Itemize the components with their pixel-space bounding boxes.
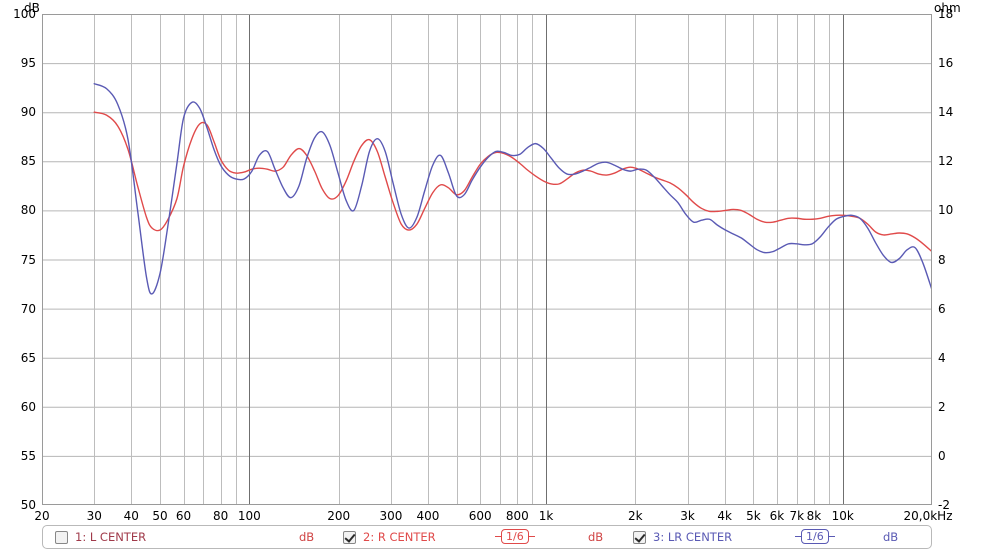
x-tick-label: 5k	[746, 509, 761, 523]
x-tick-label: 200	[327, 509, 351, 523]
y-tick-label-left: 60	[20, 399, 36, 414]
y-tick-label-left: 100	[13, 7, 36, 21]
x-tick-label: 80	[212, 509, 229, 523]
y-tick-label-right: -2	[938, 498, 950, 512]
x-tick-label: 60	[175, 509, 192, 523]
plot-canvas	[42, 14, 932, 505]
smoothing-control-2[interactable]: 1/6	[495, 529, 535, 544]
x-tick-label: 600	[468, 509, 492, 523]
series-line-lr-center	[93, 83, 932, 295]
y-tick-label-left: 50	[20, 498, 36, 512]
y-tick-label-left: 80	[20, 203, 36, 218]
smoothing-value[interactable]: 1/6	[501, 529, 529, 544]
legend-unit-2[interactable]: dB	[588, 530, 604, 544]
x-tick-label: 20	[34, 509, 50, 523]
x-tick-label: 20,0kHz	[903, 509, 953, 523]
legend-label[interactable]: 3: LR CENTER	[653, 530, 733, 544]
x-tick-label: 100	[237, 509, 261, 523]
smoothing-connector-right	[828, 536, 835, 537]
x-tick-label: 8k	[806, 509, 822, 523]
y-tick-label-right: 18	[938, 7, 954, 21]
x-tick-label: 1k	[538, 509, 554, 523]
x-tick-label: 7k	[789, 509, 805, 523]
series-line-r-center	[93, 111, 932, 253]
series-layer	[93, 83, 932, 295]
x-tick-label: 3k	[680, 509, 695, 523]
legend-label[interactable]: 1: L CENTER	[75, 530, 147, 544]
y-tick-label-right: 10	[938, 203, 954, 218]
plot-frame	[42, 14, 932, 505]
legend-item-lr-center[interactable]: 3: LR CENTER	[633, 526, 732, 548]
y-tick-label-right: 12	[938, 154, 954, 169]
legend-item-r-center[interactable]: 2: R CENTER	[343, 526, 436, 548]
left-axis-unit-label: dB	[24, 1, 40, 15]
smoothing-connector-left	[795, 536, 801, 537]
legend-label[interactable]: 2: R CENTER	[363, 530, 436, 544]
legend-unit-1[interactable]: dB	[299, 530, 315, 544]
x-tick-label: 2k	[628, 509, 643, 523]
x-tick-label: 300	[379, 509, 403, 523]
y-tick-label-left: 95	[20, 56, 36, 71]
y-tick-label-left: 55	[20, 448, 36, 463]
smoothing-connector-left	[495, 536, 501, 537]
y-tick-label-left: 85	[20, 154, 36, 169]
y-tick-label-left: 65	[20, 350, 36, 365]
right-axis-unit-label: ohm	[934, 1, 961, 15]
x-tick-label: 400	[416, 509, 440, 523]
y-tick-label-right: 2	[938, 399, 946, 414]
x-tick-label: 40	[123, 509, 139, 523]
x-tick-label: 50	[152, 509, 168, 523]
smoothing-connector-right	[528, 536, 535, 537]
x-tick-label: 800	[505, 509, 529, 523]
legend-item-l-center[interactable]: 1: L CENTER	[55, 526, 146, 548]
x-tick-label: 30	[86, 509, 102, 523]
y-tick-label-left: 70	[20, 301, 36, 316]
x-tick-label: 10k	[831, 509, 854, 523]
x-tick-label: 4k	[717, 509, 732, 523]
smoothing-control-3[interactable]: 1/6	[795, 529, 835, 544]
y-tick-label-right: 14	[938, 105, 954, 120]
x-tick-label: 6k	[769, 509, 785, 523]
checkbox-2[interactable]	[343, 530, 356, 544]
smoothing-value[interactable]: 1/6	[801, 529, 829, 544]
checkbox-1[interactable]	[55, 530, 68, 544]
checkbox-3[interactable]	[633, 530, 646, 544]
y-tick-label-right: 4	[938, 350, 946, 365]
plot-area[interactable]	[42, 14, 932, 505]
y-tick-label-right: 6	[938, 301, 946, 316]
y-tick-label-left: 90	[20, 105, 36, 120]
gridlines	[42, 14, 932, 505]
legend-unit-3[interactable]: dB	[883, 530, 899, 544]
legend-bar[interactable]: 1: L CENTER dB 2: R CENTER 1/6 dB 3: LR CENTE…	[42, 525, 932, 549]
y-tick-label-left: 75	[20, 252, 36, 267]
y-tick-label-right: 16	[938, 56, 954, 71]
y-tick-label-right: 0	[938, 448, 946, 463]
y-tick-label-right: 8	[938, 252, 946, 267]
